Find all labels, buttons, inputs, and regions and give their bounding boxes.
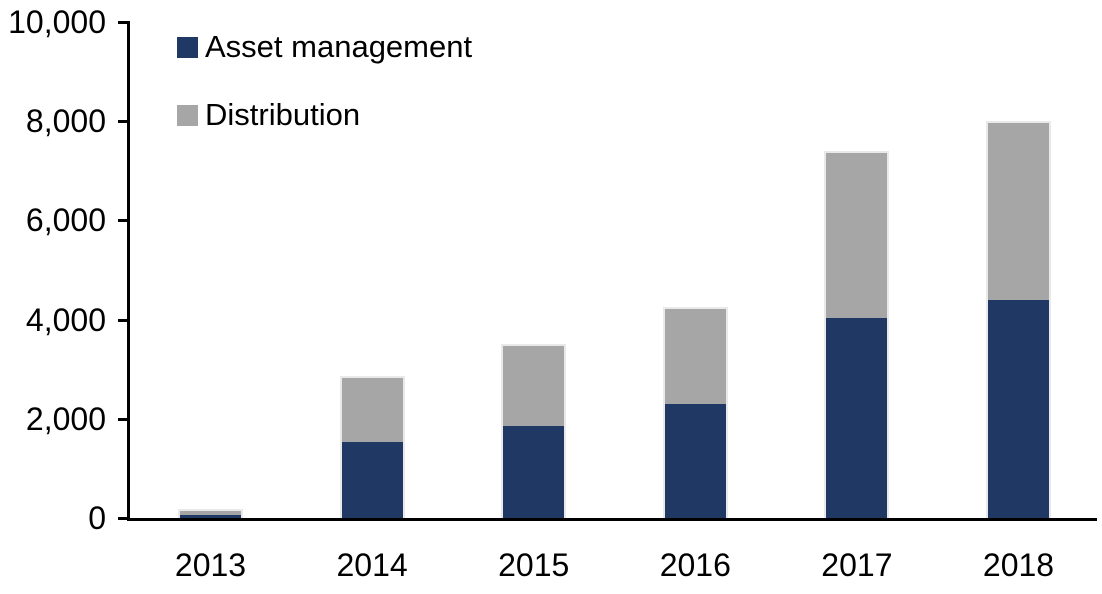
x-tick-label-2017: 2017 — [821, 547, 893, 583]
segment-asset-management-2017 — [826, 318, 888, 518]
legend-item-distribution: Distribution — [177, 98, 472, 132]
y-tick-label: 4,000 — [25, 301, 106, 338]
y-tick-label: 8,000 — [25, 103, 106, 140]
x-axis-line — [127, 518, 1097, 521]
asset-management-swatch-icon — [177, 36, 198, 58]
segment-distribution-2014 — [341, 377, 403, 443]
y-tick-label: 0 — [88, 500, 106, 536]
x-tick-label-2016: 2016 — [659, 547, 731, 583]
distribution-swatch-icon — [177, 104, 198, 126]
y-axis-line — [127, 21, 130, 521]
segment-distribution-2016 — [664, 309, 726, 405]
segment-distribution-2018 — [988, 123, 1049, 300]
y-tick-mark — [118, 21, 130, 24]
segment-asset-management-2018 — [988, 299, 1049, 518]
legend-label-asset-management: Asset management — [205, 29, 473, 64]
bar-2013 — [178, 508, 243, 518]
bar-2014 — [339, 375, 405, 518]
y-tick-label: 2,000 — [25, 400, 106, 437]
x-tick-label-2015: 2015 — [498, 547, 570, 583]
segment-distribution-2013 — [180, 510, 241, 515]
segment-asset-management-2014 — [341, 442, 403, 518]
x-tick-label-2014: 2014 — [336, 547, 408, 583]
x-tick-label-2018: 2018 — [982, 547, 1055, 583]
legend-label-distribution: Distribution — [205, 97, 361, 132]
segment-asset-management-2015 — [503, 426, 565, 518]
y-tick-label: 10,000 — [8, 4, 106, 40]
y-tick-mark — [118, 517, 130, 520]
y-tick-mark — [118, 120, 130, 124]
bar-2015 — [501, 344, 567, 518]
segment-distribution-2017 — [826, 152, 888, 319]
segment-asset-management-2013 — [180, 514, 241, 518]
segment-asset-management-2016 — [664, 404, 726, 518]
bar-2016 — [662, 307, 728, 518]
y-tick-mark — [118, 318, 130, 322]
bar-2017 — [824, 150, 890, 518]
y-tick-label: 6,000 — [25, 202, 106, 239]
x-tick-label-2013: 2013 — [174, 547, 247, 583]
legend-item-asset-management: Asset management — [177, 30, 472, 64]
y-tick-mark — [118, 219, 130, 223]
legend: Asset management Distribution — [177, 30, 472, 132]
y-tick-mark — [118, 417, 130, 421]
segment-distribution-2015 — [503, 346, 565, 427]
bar-2018 — [986, 121, 1051, 518]
